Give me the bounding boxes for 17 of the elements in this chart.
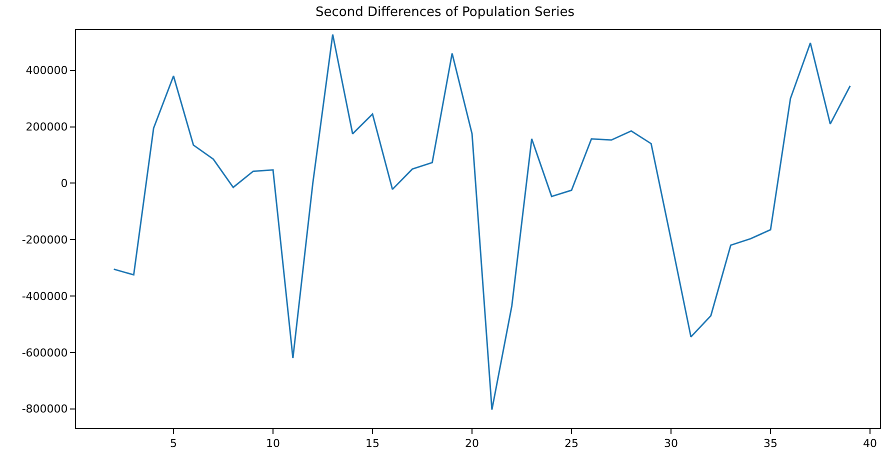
x-tick-label: 25	[564, 437, 579, 450]
y-tick-label: -600000	[22, 346, 68, 360]
y-tick-label: 200000	[26, 120, 68, 134]
line-series	[113, 34, 851, 410]
x-tick-label: 10	[266, 437, 280, 450]
x-tick-label: 15	[366, 437, 380, 450]
chart-title: Second Differences of Population Series	[316, 5, 575, 20]
y-tick-label: -800000	[22, 402, 68, 416]
y-tick-label: 400000	[26, 64, 68, 78]
y-tick-label: -200000	[22, 233, 68, 246]
x-tick-label: 35	[764, 437, 778, 450]
x-tick-label: 5	[170, 437, 178, 450]
y-tick-label: -400000	[22, 290, 68, 303]
x-tick-label: 40	[863, 437, 878, 450]
x-tick-label: 20	[465, 437, 480, 450]
x-tick-label: 30	[664, 437, 678, 450]
y-tick-label: 0	[60, 177, 68, 190]
